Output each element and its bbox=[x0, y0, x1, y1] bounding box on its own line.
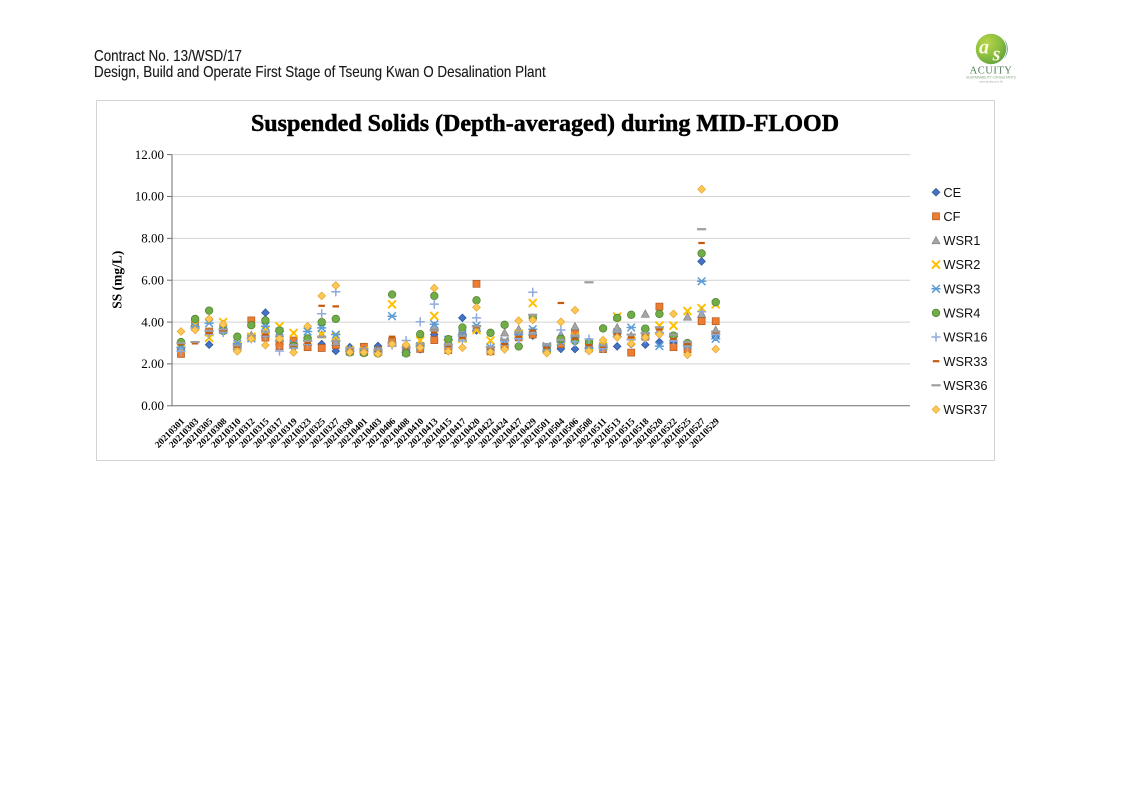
svg-text:12.00: 12.00 bbox=[135, 147, 164, 162]
svg-text:WSR1: WSR1 bbox=[943, 233, 980, 248]
svg-text:s: s bbox=[992, 44, 1001, 66]
svg-text:Suspended Solids (Depth-averag: Suspended Solids (Depth-averaged) during… bbox=[251, 111, 839, 137]
svg-text:ACUITY: ACUITY bbox=[970, 66, 1013, 77]
svg-text:4.00: 4.00 bbox=[141, 314, 164, 329]
svg-text:6.00: 6.00 bbox=[141, 272, 164, 287]
svg-text:WSR36: WSR36 bbox=[943, 378, 987, 393]
svg-text:WSR37: WSR37 bbox=[943, 402, 987, 417]
svg-text:WSR16: WSR16 bbox=[943, 330, 987, 345]
svg-text:8.00: 8.00 bbox=[141, 231, 164, 246]
svg-text:10.00: 10.00 bbox=[135, 189, 164, 204]
svg-text:2.00: 2.00 bbox=[141, 356, 164, 371]
svg-text:CF: CF bbox=[943, 209, 960, 224]
svg-text:WSR3: WSR3 bbox=[943, 281, 980, 296]
svg-text:SUSTAINABILITY CONSULTANTS: SUSTAINABILITY CONSULTANTS bbox=[966, 76, 1016, 80]
svg-text:WSR33: WSR33 bbox=[943, 354, 987, 369]
svg-text:SS (mg/L): SS (mg/L) bbox=[109, 251, 124, 309]
svg-text:CE: CE bbox=[943, 185, 961, 200]
svg-text:WSR4: WSR4 bbox=[943, 306, 980, 321]
svg-text:a: a bbox=[979, 37, 989, 59]
svg-text:0.00: 0.00 bbox=[141, 398, 164, 413]
svg-text:www.acuity.com.hk: www.acuity.com.hk bbox=[979, 80, 1003, 84]
svg-text:WSR2: WSR2 bbox=[943, 257, 980, 272]
